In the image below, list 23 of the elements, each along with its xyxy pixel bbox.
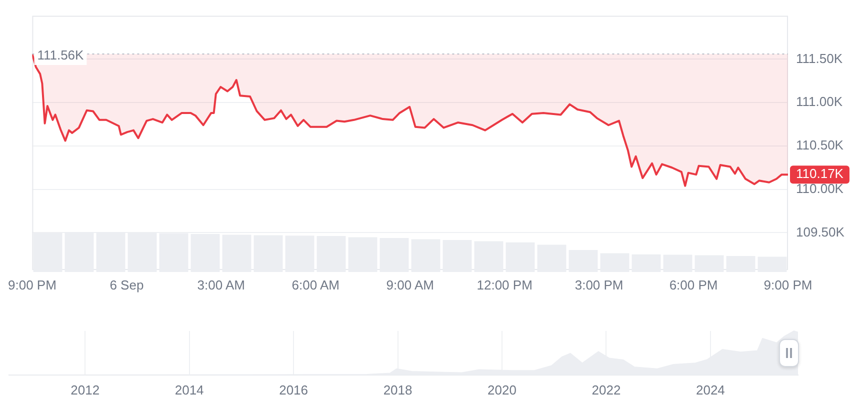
y-tick-label: 110.00K [796, 180, 844, 196]
x-tick-label: 12:00 PM [476, 277, 532, 292]
x-tick-label: 6:00 AM [292, 277, 340, 292]
x-tick-label: 2022 [592, 382, 621, 398]
x-tick-label: 6 Sep [110, 277, 144, 292]
y-tick-label: 111.00K [796, 94, 843, 110]
ref-line-label: 111.56K [37, 48, 84, 63]
x-tick-label: 2012 [70, 382, 100, 398]
x-tick-label: 9:00 AM [386, 277, 434, 292]
x-tick-label: 6:00 PM [669, 277, 718, 292]
x-tick-label: 2014 [174, 382, 204, 398]
x-tick-label: 3:00 AM [197, 277, 246, 292]
x-tick-label: 9:00 PM [764, 277, 812, 292]
y-tick-label: 109.50K [796, 224, 845, 240]
x-tick-label: 3:00 PM [574, 277, 624, 292]
y-tick-label: 110.50K [796, 138, 844, 153]
y-tick-label: 111.50K [796, 50, 843, 66]
x-tick-label: 9:00 PM [8, 277, 56, 292]
x-tick-label: 2018 [383, 382, 412, 398]
x-tick-label: 2016 [279, 382, 308, 398]
annotation: 110.17K [796, 166, 844, 182]
x-tick-label: 2020 [488, 382, 516, 398]
x-tick-label: 2024 [696, 382, 725, 398]
